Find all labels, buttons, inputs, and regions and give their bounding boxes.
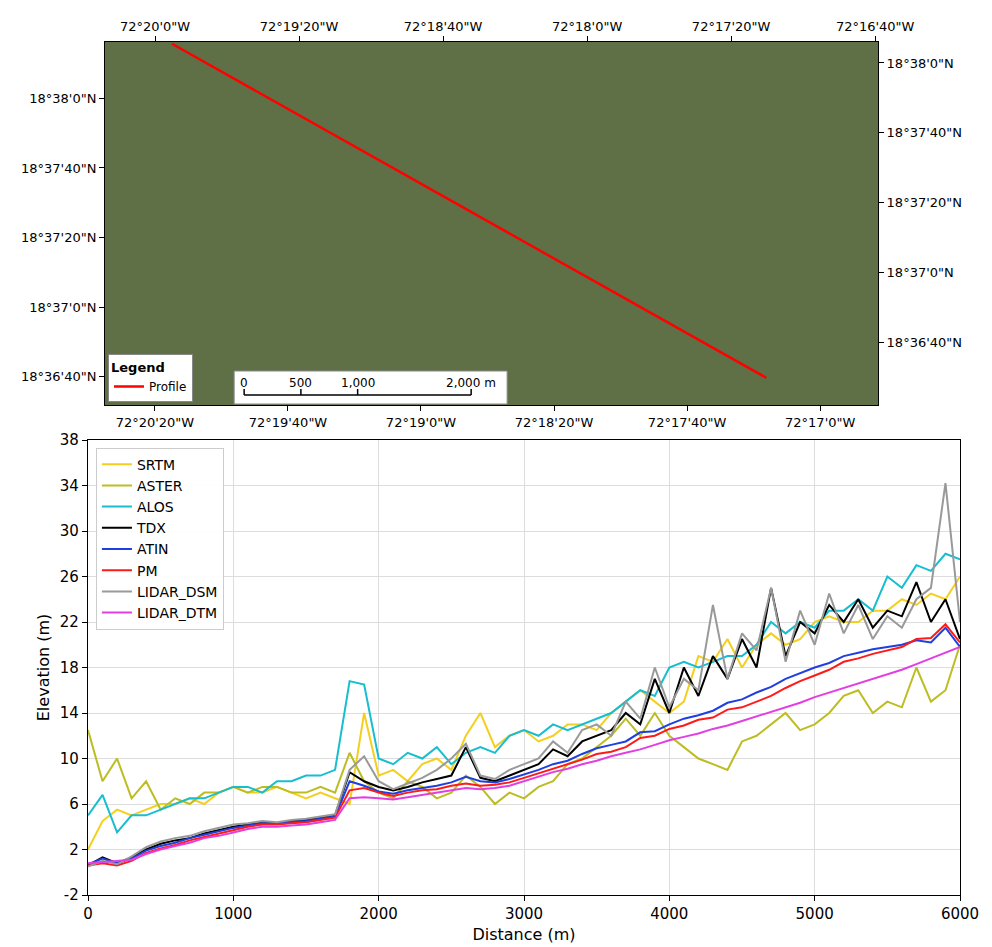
svg-text:2,000 m: 2,000 m	[446, 376, 496, 390]
svg-text:72°17'40"W: 72°17'40"W	[648, 415, 727, 430]
svg-text:34: 34	[60, 477, 79, 495]
svg-text:0: 0	[83, 905, 93, 923]
svg-text:ATIN: ATIN	[137, 541, 169, 557]
svg-text:72°20'0"W: 72°20'0"W	[120, 19, 190, 34]
svg-text:18°38'0"N: 18°38'0"N	[887, 56, 954, 71]
svg-text:Distance (m): Distance (m)	[472, 925, 575, 944]
svg-text:18°38'0"N: 18°38'0"N	[29, 91, 96, 106]
svg-text:18°36'40"N: 18°36'40"N	[21, 369, 96, 384]
svg-text:4000: 4000	[650, 905, 688, 923]
svg-text:38: 38	[60, 431, 79, 449]
svg-text:LIDAR_DSM: LIDAR_DSM	[137, 584, 218, 600]
svg-text:18°36'40"N: 18°36'40"N	[887, 335, 962, 350]
svg-text:72°20'20"W: 72°20'20"W	[116, 415, 195, 430]
svg-text:18°37'40"N: 18°37'40"N	[21, 161, 96, 176]
svg-text:26: 26	[60, 568, 79, 586]
svg-text:10: 10	[60, 750, 79, 768]
svg-text:Profile: Profile	[149, 380, 186, 394]
svg-text:72°18'40"W: 72°18'40"W	[404, 19, 483, 34]
svg-text:6000: 6000	[941, 905, 979, 923]
svg-text:0: 0	[240, 376, 248, 390]
svg-text:ALOS: ALOS	[137, 499, 174, 515]
svg-text:18°37'40"N: 18°37'40"N	[887, 125, 962, 140]
svg-text:72°19'40"W: 72°19'40"W	[249, 415, 328, 430]
svg-text:14: 14	[60, 704, 79, 722]
svg-text:72°18'0"W: 72°18'0"W	[552, 19, 622, 34]
svg-text:SRTM: SRTM	[137, 457, 175, 473]
svg-text:72°19'0"W: 72°19'0"W	[386, 415, 456, 430]
svg-text:6: 6	[69, 795, 79, 813]
svg-text:72°18'20"W: 72°18'20"W	[515, 415, 594, 430]
svg-text:72°16'40"W: 72°16'40"W	[836, 19, 915, 34]
svg-text:2: 2	[69, 841, 79, 859]
svg-text:72°17'0"W: 72°17'0"W	[785, 415, 855, 430]
svg-text:72°19'20"W: 72°19'20"W	[260, 19, 339, 34]
svg-text:2000: 2000	[360, 905, 398, 923]
svg-text:LIDAR_DTM: LIDAR_DTM	[137, 605, 217, 621]
svg-text:5000: 5000	[796, 905, 834, 923]
svg-text:1000: 1000	[214, 905, 252, 923]
svg-text:PM: PM	[137, 563, 158, 579]
svg-text:18°37'20"N: 18°37'20"N	[887, 195, 962, 210]
svg-text:3000: 3000	[505, 905, 543, 923]
svg-text:500: 500	[289, 376, 312, 390]
svg-text:TDX: TDX	[136, 520, 166, 536]
svg-text:1,000: 1,000	[341, 376, 375, 390]
svg-text:-2: -2	[64, 886, 79, 904]
svg-text:30: 30	[60, 522, 79, 540]
svg-text:ASTER: ASTER	[137, 478, 183, 494]
svg-text:18°37'0"N: 18°37'0"N	[29, 300, 96, 315]
svg-text:72°17'20"W: 72°17'20"W	[692, 19, 771, 34]
svg-text:18°37'0"N: 18°37'0"N	[887, 265, 954, 280]
svg-text:Legend: Legend	[111, 360, 165, 375]
svg-text:Elevation (m): Elevation (m)	[34, 614, 53, 721]
svg-text:18°37'20"N: 18°37'20"N	[21, 230, 96, 245]
svg-text:18: 18	[60, 659, 79, 677]
svg-text:22: 22	[60, 613, 79, 631]
